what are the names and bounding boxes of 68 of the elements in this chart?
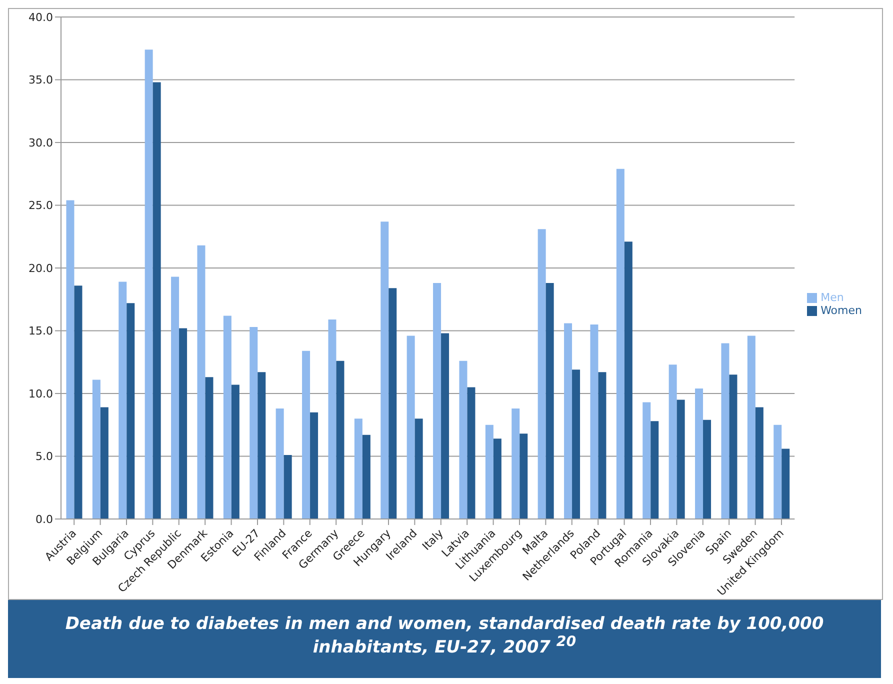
bar [441, 333, 450, 519]
bar [276, 408, 284, 519]
y-tick-label: 25.0 [28, 199, 53, 212]
bar [74, 286, 82, 519]
bar [755, 407, 764, 519]
bar [774, 424, 782, 519]
bar [546, 283, 554, 519]
bar [328, 319, 336, 519]
bar [231, 384, 240, 519]
bar [179, 328, 188, 519]
legend-label: Men [820, 291, 844, 304]
bar [302, 350, 310, 519]
bar [782, 448, 790, 519]
bar [650, 421, 659, 519]
bar [721, 343, 730, 519]
bar [205, 377, 214, 519]
bar [66, 200, 74, 519]
bar [414, 418, 423, 519]
bar [126, 303, 135, 519]
bar [520, 434, 528, 519]
bar [284, 454, 292, 519]
bar [171, 276, 180, 519]
y-tick-label: 20.0 [28, 262, 53, 275]
y-tick-label: 35.0 [28, 74, 53, 87]
bar [92, 380, 100, 519]
bar [118, 282, 127, 519]
bar [676, 400, 685, 519]
bar [512, 408, 520, 519]
y-tick-label: 10.0 [28, 387, 53, 400]
bar [564, 323, 572, 519]
legend-label: Women [820, 304, 862, 317]
y-tick-label: 0.0 [36, 512, 53, 526]
y-tick-label: 15.0 [28, 324, 53, 338]
bar [493, 438, 502, 519]
bar [433, 283, 442, 519]
bar [362, 434, 370, 519]
y-tick-label: 5.0 [36, 450, 53, 464]
bar [258, 372, 266, 519]
bar [703, 420, 712, 519]
bar [572, 370, 580, 519]
bar [250, 326, 258, 519]
bar [223, 316, 232, 519]
bar [538, 229, 546, 519]
bar [747, 336, 756, 519]
bar [380, 222, 389, 519]
y-tick-label: 30.0 [28, 136, 53, 150]
text: Death due to diabetes in men and women, standardised death rate by 100,000 inhabitants, EU-27, 2007 $^{20}$ [8, 600, 881, 678]
bar [336, 360, 344, 519]
bar [695, 388, 704, 519]
bar [354, 418, 362, 519]
bar [197, 245, 206, 519]
bar [459, 360, 468, 519]
bar [598, 372, 606, 519]
bar [668, 364, 677, 519]
bar [467, 387, 476, 519]
bar [144, 50, 153, 519]
bar [616, 168, 624, 519]
bar [152, 82, 161, 519]
bar [485, 424, 494, 519]
bar [642, 402, 651, 519]
bar [590, 324, 598, 519]
bar [310, 412, 318, 519]
bar [406, 336, 415, 519]
bar [729, 374, 738, 519]
bar [100, 407, 108, 519]
bar [624, 242, 632, 519]
y-tick-label: 40.0 [28, 10, 53, 24]
bar [388, 288, 397, 519]
